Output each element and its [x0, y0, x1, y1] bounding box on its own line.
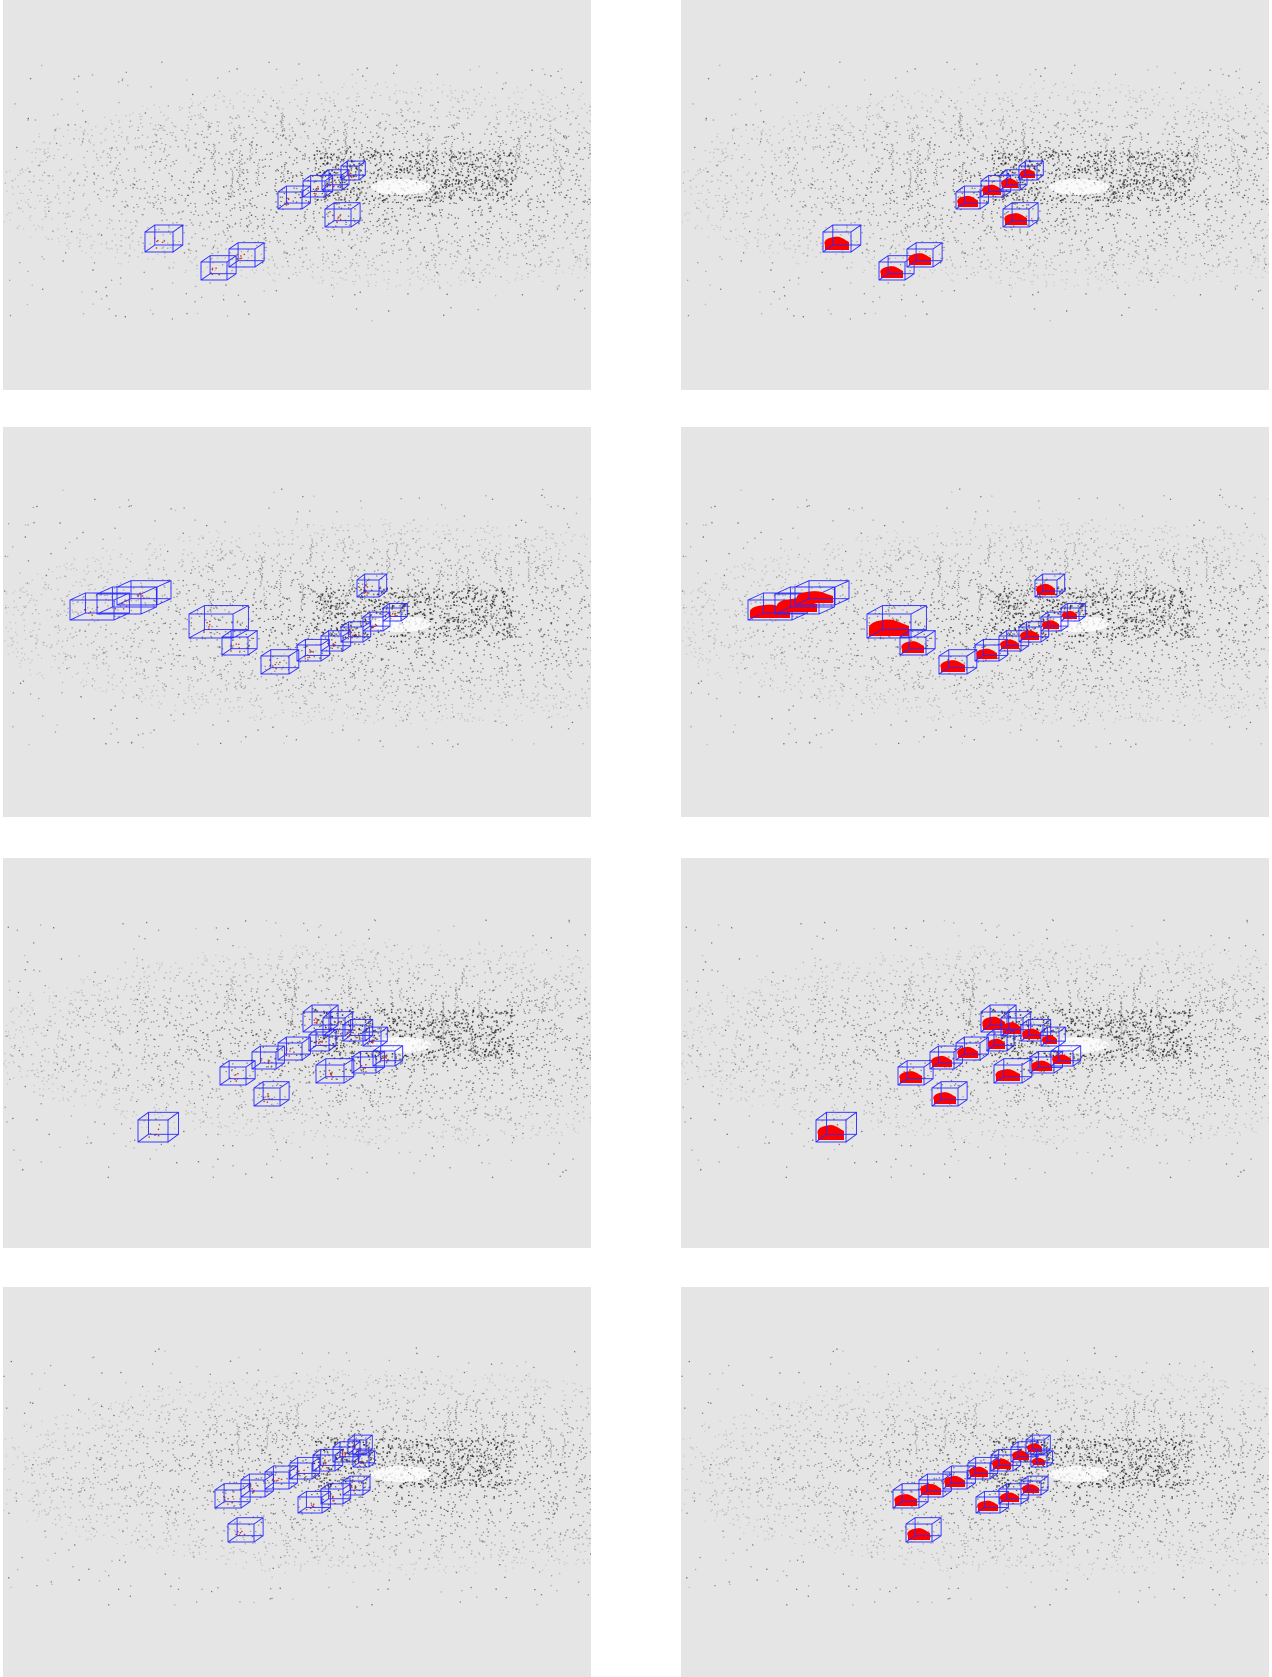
point-cloud-boxes [3, 858, 591, 1248]
reconstructed-car-object [956, 1037, 988, 1060]
reconstructed-car-object [930, 1046, 962, 1069]
bounding-box-3d [298, 1491, 330, 1513]
reconstructed-car-object [823, 225, 861, 252]
point-cloud-boxes [3, 427, 591, 817]
point-cloud [4, 489, 591, 749]
point-cloud-boxes [3, 1287, 591, 1677]
bounding-box-3d [325, 203, 360, 227]
bounding-box-3d [343, 1019, 373, 1041]
bounding-box-3d [145, 225, 183, 252]
panel-canvas [3, 0, 591, 390]
point-cloud [682, 489, 1269, 749]
bounding-box-3d [278, 1037, 310, 1060]
point-cloud-reconstructed-cars [681, 427, 1269, 817]
panel-canvas [681, 858, 1269, 1248]
point-cloud-reconstructed-cars [681, 0, 1269, 390]
panel-canvas [3, 858, 591, 1248]
reconstructed-car-object [898, 1061, 933, 1085]
panel-canvas [3, 1287, 591, 1677]
reconstructed-car-object [939, 650, 977, 674]
point-cloud-boxes [3, 0, 591, 390]
point-cloud [681, 919, 1269, 1179]
bounding-box-3d [309, 1029, 336, 1051]
reconstructed-car-object [907, 243, 942, 267]
point-cloud [4, 62, 592, 322]
point-cloud-reconstructed-cars [681, 1287, 1269, 1677]
bounding-box-3d [138, 1112, 179, 1142]
bounding-box-3d [220, 1061, 255, 1085]
reconstructed-car-object [816, 1112, 857, 1142]
bounding-box-3d [254, 1082, 289, 1106]
bounding-box-3d [228, 1518, 263, 1542]
bounding-box-3d [229, 243, 264, 267]
bounding-box-3d [316, 1059, 354, 1083]
bounding-box-3d [215, 1484, 250, 1508]
panel-canvas [681, 0, 1269, 390]
reconstructed-car-object [932, 1082, 967, 1106]
bounding-box-3d [261, 650, 299, 674]
point-cloud-reconstructed-cars [681, 858, 1269, 1248]
panel-canvas [681, 427, 1269, 817]
bounding-box-3d [252, 1046, 284, 1069]
reconstructed-car-object [795, 581, 849, 605]
reconstructed-car-object [987, 1029, 1014, 1051]
reconstructed-car-object [906, 1518, 941, 1542]
panel-canvas [681, 1287, 1269, 1677]
panel-canvas [3, 427, 591, 817]
reconstructed-car-object [994, 1059, 1032, 1083]
reconstructed-car-object [1003, 203, 1038, 227]
bounding-box-3d [341, 622, 371, 642]
point-cloud [3, 919, 591, 1179]
point-cloud [682, 62, 1270, 322]
bounding-box-3d [201, 256, 236, 280]
